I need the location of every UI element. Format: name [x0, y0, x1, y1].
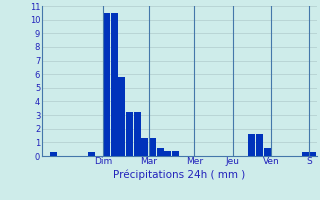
- Bar: [118, 77, 125, 156]
- Bar: [149, 138, 156, 156]
- Bar: [103, 13, 110, 156]
- Bar: [111, 13, 118, 156]
- Bar: [157, 148, 164, 156]
- Bar: [264, 148, 270, 156]
- Bar: [248, 134, 255, 156]
- X-axis label: Précipitations 24h ( mm ): Précipitations 24h ( mm ): [113, 169, 245, 180]
- Bar: [141, 138, 148, 156]
- Bar: [172, 151, 179, 156]
- Bar: [164, 151, 171, 156]
- Bar: [50, 152, 57, 156]
- Bar: [88, 152, 95, 156]
- Bar: [256, 134, 263, 156]
- Bar: [302, 152, 309, 156]
- Bar: [309, 152, 316, 156]
- Bar: [126, 112, 133, 156]
- Bar: [134, 112, 140, 156]
